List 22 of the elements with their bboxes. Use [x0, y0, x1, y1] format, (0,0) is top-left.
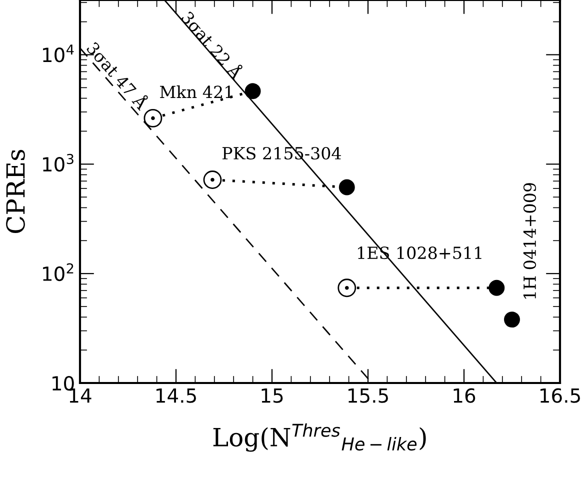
x-tick-label: 14.5 — [156, 388, 196, 403]
point — [338, 278, 356, 298]
x-tick-label: 15 — [262, 388, 283, 403]
point — [504, 312, 520, 328]
y-tick-label: 10$^{2}$ — [43, 263, 74, 282]
annotation: Mkn 421 — [160, 85, 232, 98]
x-tick-label: 16.5 — [540, 388, 580, 403]
x-tick-label: 16 — [454, 388, 476, 403]
point — [210, 178, 214, 182]
x-axis-title: Log(N$^{Thres}$$_{He−like}$) — [213, 423, 426, 452]
x-tick-label: 14 — [70, 388, 92, 403]
x-tick-label: 15.5 — [348, 388, 388, 403]
point — [488, 280, 505, 296]
point — [244, 83, 261, 100]
point — [344, 286, 349, 290]
point — [338, 179, 355, 196]
y-tick-label: 10 — [52, 376, 74, 391]
y-axis-title: CPREs — [6, 150, 25, 234]
point — [203, 170, 222, 189]
y-tick-label: 10$^{3}$ — [43, 154, 74, 172]
annotation: 1H 0414+009 — [523, 183, 536, 299]
y-tick-label: 10$^{4}$ — [43, 44, 74, 62]
